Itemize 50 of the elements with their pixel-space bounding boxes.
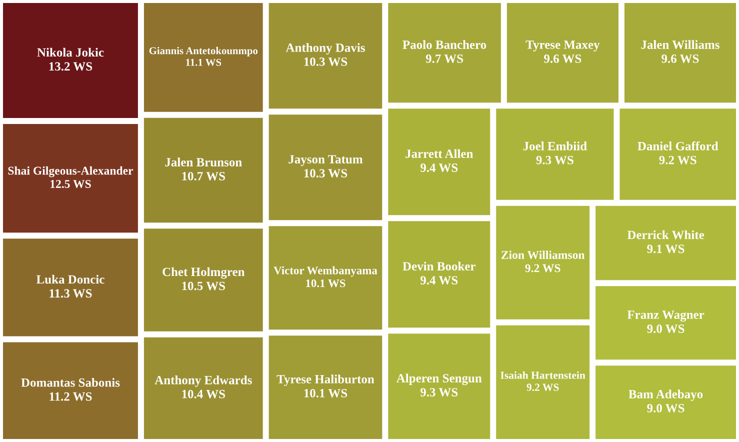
category-label: Victor Wembanyama [274, 266, 378, 277]
category-label: Derrick White [627, 230, 704, 240]
category-label: Franz Wagner [627, 310, 704, 322]
category-label: Paolo Banchero [402, 40, 486, 49]
data-label: 10.7 WS [182, 172, 225, 180]
data-label: 9.0 WS [647, 404, 684, 412]
category-label: Luka Doncic [36, 274, 104, 284]
data-label: 13.2 WS [49, 62, 92, 71]
data-label: 9.6 WS [544, 54, 582, 63]
data-label: 10.1 WS [304, 388, 348, 398]
category-label: Bam Adebayo [628, 390, 703, 401]
category-label: Jayson Tatum [288, 155, 363, 166]
data-label: 9.3 WS [420, 388, 458, 397]
category-label: Daniel Gafford [638, 141, 718, 150]
category-label: Jarrett Allen [406, 149, 474, 158]
data-label: 9.4 WS [420, 164, 458, 172]
category-label: Shai Gilgeous-Alexander [8, 166, 134, 178]
data-label: 9.2 WS [525, 264, 560, 272]
data-label: 9.6 WS [662, 54, 699, 63]
data-label: 10.3 WS [304, 57, 348, 66]
data-label: 9.1 WS [647, 244, 684, 254]
data-label: 9.2 WS [659, 156, 696, 164]
category-label: Isaiah Hartenstein [500, 371, 586, 379]
category-label: Zion Williamson [501, 250, 585, 260]
category-label: Anthony Edwards [154, 376, 252, 387]
data-label: 9.4 WS [420, 276, 458, 285]
category-label: Domantas Sabonis [21, 378, 120, 387]
data-label: 10.3 WS [304, 169, 348, 178]
category-label: Joel Embiid [523, 142, 587, 150]
category-label: Jalen Williams [641, 40, 720, 50]
data-label: 10.4 WS [182, 390, 225, 398]
category-label: Alperen Sengun [396, 374, 482, 386]
data-label: 9.2 WS [526, 384, 559, 391]
data-label: 10.5 WS [182, 282, 225, 290]
data-label: 9.3 WS [536, 156, 574, 164]
data-label: 11.2 WS [50, 392, 92, 401]
data-label: 10.1 WS [306, 279, 346, 288]
data-label: 11.1 WS [186, 58, 222, 66]
category-label: Tyrese Maxey [526, 40, 600, 52]
category-label: Tyrese Haliburton [276, 374, 374, 386]
category-label: Anthony Davis [286, 43, 365, 55]
category-label: Chet Holmgren [162, 267, 245, 279]
data-label: 9.0 WS [647, 324, 684, 334]
category-label: Jalen Brunson [165, 158, 242, 166]
category-label: Giannis Antetokounmpo [149, 46, 258, 56]
category-label: Devin Booker [402, 262, 476, 271]
category-label: Nikola Jokic [37, 48, 104, 57]
data-label: 12.5 WS [50, 180, 91, 188]
data-label: 9.7 WS [426, 54, 463, 63]
data-label: 11.3 WS [50, 289, 92, 298]
